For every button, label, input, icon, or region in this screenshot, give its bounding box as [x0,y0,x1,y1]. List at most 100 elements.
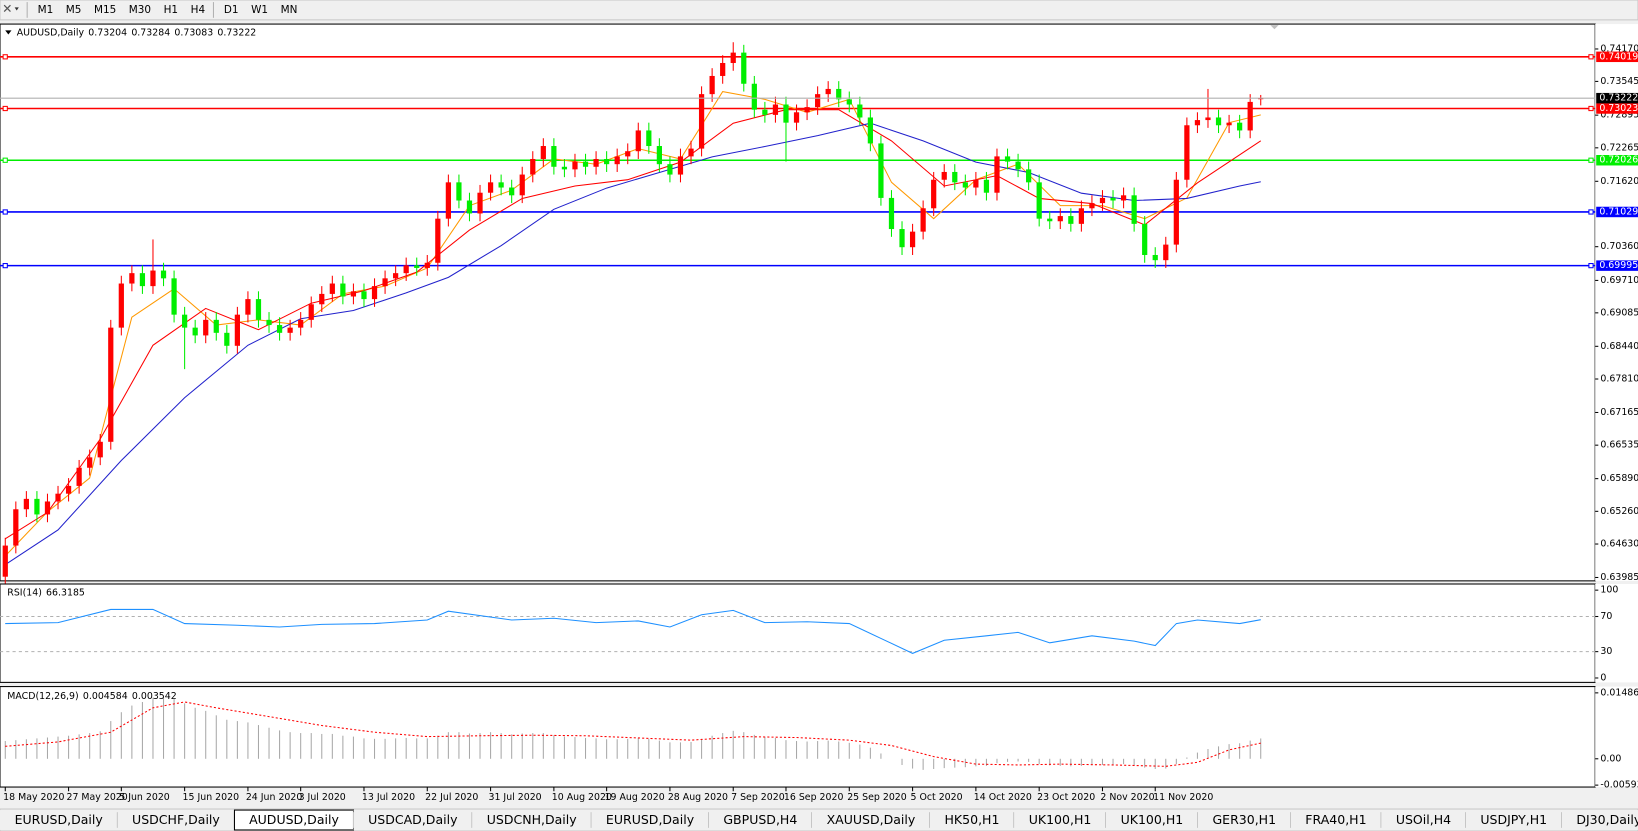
indicator-value: 0.004584 [83,690,128,701]
candle-body [97,441,103,458]
level-handle[interactable] [1588,105,1594,112]
timeframe-button[interactable]: M1 [38,4,54,16]
candle-body [994,156,1000,193]
timeframe-button[interactable]: H1 [164,4,178,16]
tab[interactable]: UK100,H1 [1105,810,1199,830]
candle-body [509,187,515,196]
indicator-value: 66.3185 [46,587,85,598]
tab-label[interactable]: AUDUSD,Daily [249,812,339,827]
candle-body [751,83,757,110]
candle-body [1057,216,1063,222]
timeframe-button[interactable]: W1 [251,4,268,16]
tab-label[interactable]: HK50,H1 [945,812,1000,827]
level-label: 0.69995 [1599,260,1638,271]
tab-label[interactable]: EURUSD,Daily [15,812,104,827]
tab-label[interactable]: GBPUSD,H4 [723,812,797,827]
tab-label[interactable]: UK100,H1 [1029,812,1092,827]
panel [0,583,1596,683]
candle-body [23,498,29,510]
candle-body [424,262,430,268]
candle-body [551,146,557,167]
tab-label[interactable]: USOil,H4 [1396,812,1451,827]
level-handle[interactable] [2,263,8,269]
tab-label[interactable]: USDCNH,Daily [487,812,578,827]
y-tick-label: 0.63985 [1600,572,1638,583]
tab[interactable]: GBPUSD,H4 [708,810,813,830]
candle-body [1215,117,1222,126]
tab[interactable]: EURUSD,Daily [0,810,118,830]
tab[interactable]: DJ30,Daily [1561,810,1638,830]
candle-body [772,104,779,115]
tab-label[interactable]: USDCAD,Daily [368,812,458,827]
level-handle[interactable] [2,54,8,60]
candle-body [44,501,51,515]
candle-body [614,156,620,165]
candle-body [1247,101,1253,131]
dropdown-arrow[interactable] [14,7,19,11]
level-label: 0.72026 [1599,155,1638,166]
tab[interactable]: USDJPY,H1 [1465,810,1563,830]
x-tick-label: 3 Jul 2020 [299,792,346,803]
candle-body [519,174,525,196]
candle-body [1089,203,1095,209]
x-tick-label: 14 Oct 2020 [974,792,1032,803]
y-tick-label: 0.014861 [1600,687,1638,698]
tab-label[interactable]: EURUSD,Daily [606,812,695,827]
candle-body [540,146,546,159]
level-handle[interactable] [1588,157,1594,163]
level-handle[interactable] [1588,54,1594,60]
tab-label[interactable]: FRA40,H1 [1305,812,1366,827]
level-handle[interactable] [1588,263,1594,269]
cursor-icon[interactable] [3,4,11,12]
tab[interactable]: USDCNH,Daily [472,810,592,830]
candle-body [414,265,420,268]
tab-label[interactable]: XAUUSD,Daily [827,812,916,827]
level-handle[interactable] [2,209,8,215]
tab-bg [1561,810,1638,830]
candle-body [255,299,262,320]
timeframe-button[interactable]: M15 [94,4,116,16]
timeframe-button[interactable]: MN [281,4,298,16]
candle-body [34,498,40,515]
x-tick-label: 5 Oct 2020 [910,792,962,803]
tab[interactable]: USDCHF,Daily [117,810,235,830]
tab[interactable]: EURUSD,Daily [591,810,710,830]
tab-bg [472,810,592,830]
tab[interactable]: GER30,H1 [1197,810,1292,830]
tab-bg [591,810,709,830]
candle-body [171,278,177,315]
tab[interactable]: HK50,H1 [929,810,1015,830]
candle-body [487,182,494,193]
timeframe-button[interactable]: H4 [191,4,206,16]
x-tick-label: 10 Aug 2020 [552,792,612,803]
tab-label[interactable]: DJ30,Daily [1576,812,1638,827]
candle-body [656,146,662,165]
level-handle[interactable] [2,105,8,112]
x-tick-label: 23 Oct 2020 [1037,792,1095,803]
tab[interactable]: XAUUSD,Daily [811,810,931,830]
candle-body [973,179,979,188]
candle-body [888,197,895,230]
timeframe-button[interactable]: M30 [129,4,151,16]
timeframe-button[interactable]: M5 [66,4,82,16]
tab[interactable]: UK100,H1 [1014,810,1107,830]
tab-label[interactable]: USDCHF,Daily [132,812,220,827]
tab-label[interactable]: UK100,H1 [1121,812,1184,827]
candle-body [804,107,810,113]
timeframe-button[interactable]: D1 [224,4,239,16]
level-handle[interactable] [2,157,8,163]
tab[interactable]: USDCAD,Daily [353,810,473,830]
candle-body [1078,208,1084,224]
candle-body [688,148,694,157]
tab-label[interactable]: GER30,H1 [1212,812,1276,827]
y-tick-label: 30 [1600,646,1612,657]
level-handle[interactable] [1588,209,1594,215]
tab-label[interactable]: USDJPY,H1 [1480,812,1547,827]
candle-body [298,319,304,328]
tab[interactable]: AUDUSD,Daily [233,809,355,831]
indicator-header: MACD(12,26,9) 0.004584 0.003542 [7,690,176,701]
tab[interactable]: USOil,H4 [1381,810,1467,830]
tab[interactable]: FRA40,H1 [1290,810,1382,830]
y-tick-label: 0.69085 [1600,307,1638,318]
